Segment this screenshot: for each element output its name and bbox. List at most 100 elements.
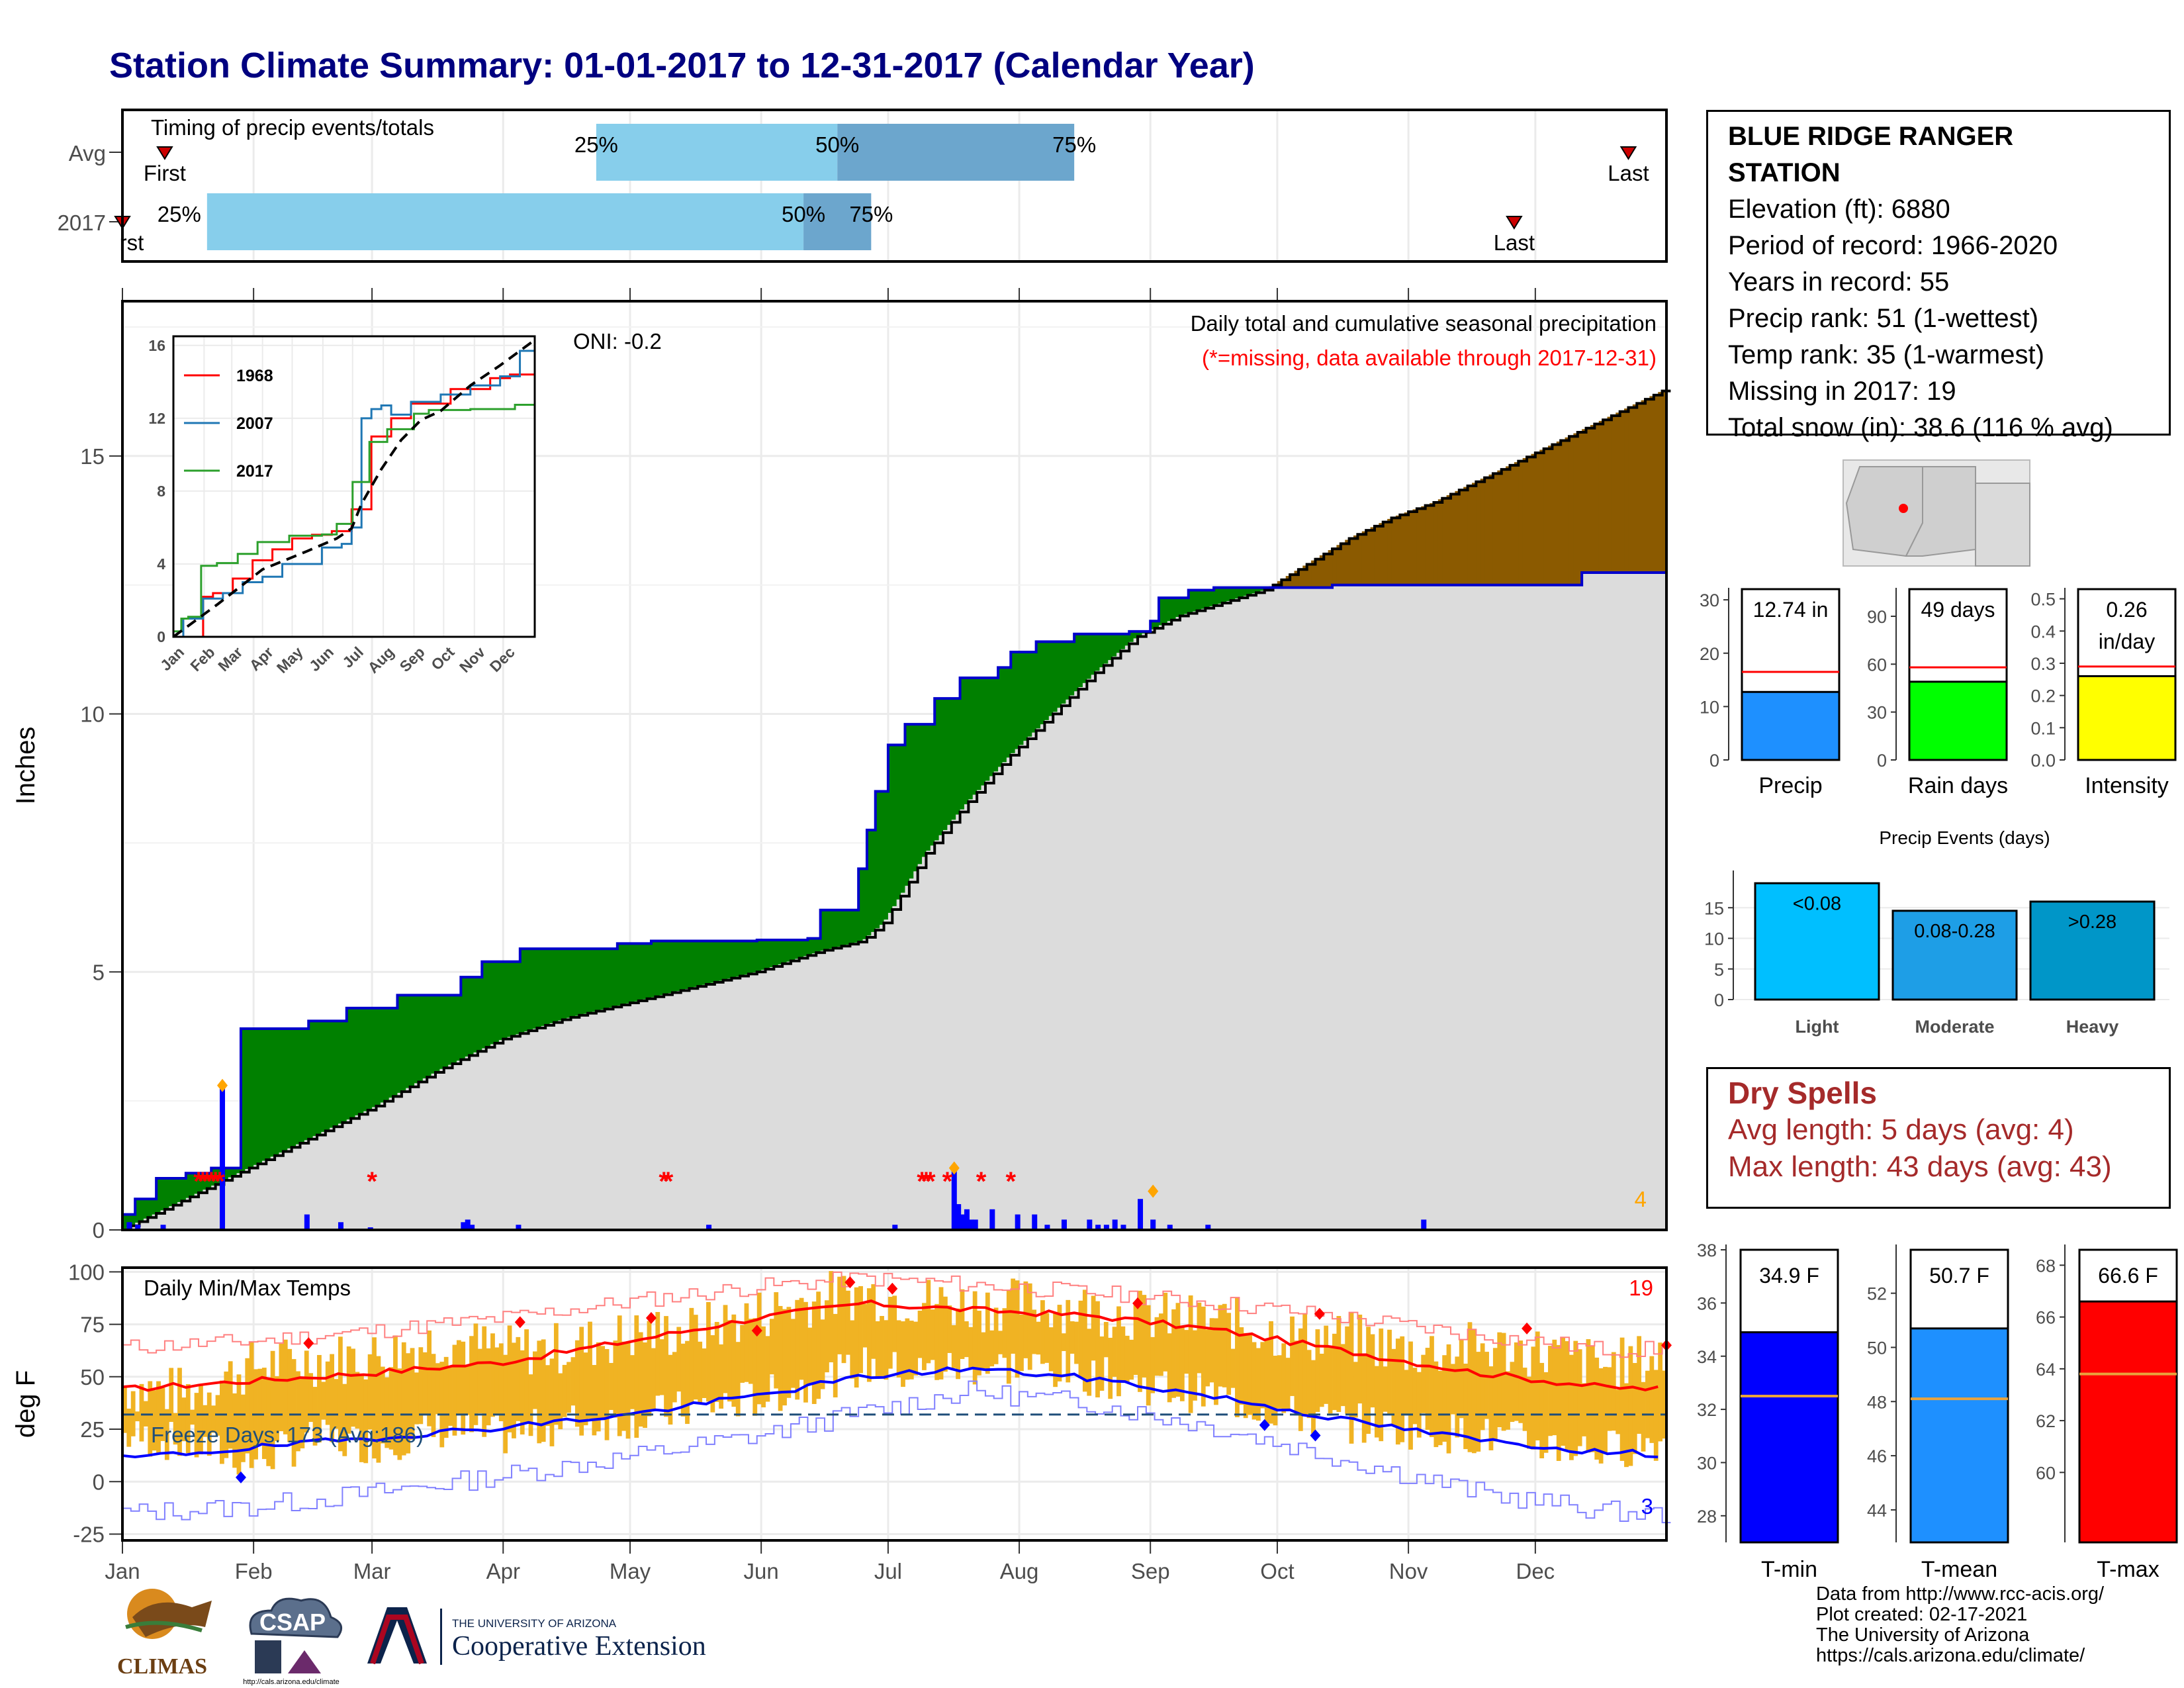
daily-temp-bar [934,1303,940,1380]
avg-cumulative-area [761,970,766,1230]
avg-cumulative-area [625,1003,631,1230]
daily-temp-bar [1285,1358,1291,1411]
temp-bar-value [1909,1327,2009,1544]
inset-y-tick-label: 0 [157,628,165,645]
daily-temp-bar [604,1348,610,1440]
avg-cumulative-area [829,949,834,1230]
avg-cumulative-area [1649,572,1655,1230]
above-average-area [385,1008,390,1100]
avg-cumulative-area [1040,724,1046,1230]
daily-temp-bar [317,1354,322,1443]
avg-cumulative-area [901,892,906,1230]
above-average-area [592,949,597,1012]
daily-temp-bar [275,1376,279,1441]
daily-temp-bar [1480,1343,1485,1430]
above-average-area [152,1199,157,1215]
event-bar [1754,882,1880,1001]
daily-temp-bar [545,1365,550,1427]
x-tick-label: Jun [744,1559,779,1583]
avg-cumulative-area [1662,572,1667,1230]
above-average-area [253,1029,259,1165]
avg-cumulative-area [1379,585,1384,1230]
above-average-area [558,949,563,1021]
daily-temp-bar [825,1300,829,1373]
avg-cumulative-area [1214,604,1219,1230]
below-average-area [1561,439,1566,585]
avg-cumulative-area [194,1194,199,1230]
daily-temp-bar [1226,1313,1232,1395]
avg-cumulative-area [452,1062,457,1230]
avg-cumulative-area [1019,745,1024,1230]
daily-temp-bar [126,1408,132,1447]
daily-temp-bar [972,1291,978,1385]
avg-cumulative-area [1154,627,1160,1230]
avg-cumulative-area [719,980,724,1230]
above-average-area [541,949,546,1026]
avg-cumulative-area [224,1179,229,1230]
avg-cumulative-area [998,767,1003,1230]
above-average-area [1230,587,1236,600]
y-tick-label: 32 [1697,1400,1717,1420]
svg-text:THE UNIVERSITY OF ARIZONA: THE UNIVERSITY OF ARIZONA [452,1617,617,1630]
daily-temp-bar [723,1305,728,1393]
daily-temp-bar [1565,1341,1570,1450]
avg-cumulative-area [279,1152,284,1230]
daily-temp-bar [892,1295,897,1352]
daily-temp-bar [338,1336,343,1452]
above-average-area [647,943,652,999]
daily-temp-bar [351,1348,355,1427]
avg-cumulative-area [1459,585,1464,1230]
avg-cumulative-area [634,1001,639,1230]
oni-value: ONI: -0.2 [573,329,662,353]
avg-cumulative-area [710,982,715,1230]
above-average-area [148,1199,153,1217]
record-high-marker-icon [844,1276,856,1289]
above-average-area [452,995,457,1063]
above-average-area [731,941,737,978]
record-high-marker-icon [1522,1322,1533,1335]
credit-line: The University of Arizona [1816,1624,2030,1646]
avg-cumulative-area [537,1027,542,1230]
below-average-area [1395,515,1400,585]
avg-cumulative-area [943,829,948,1230]
daily-temp-bar [1315,1329,1320,1412]
avg-cumulative-area [854,942,859,1230]
below-average-area [1548,445,1553,585]
above-average-area [668,941,673,994]
record-min-line [122,1380,1671,1524]
daily-precip-bar [1150,1219,1156,1230]
daily-precip-bar [964,1209,970,1230]
avg-cumulative-area [1527,585,1532,1230]
above-average-area [710,941,715,983]
above-average-area [1138,631,1143,636]
avg-cumulative-area [1175,617,1181,1230]
temp-bar-tmin: 28 30 32 34 36 38 34.9 F T-min [1697,1241,1839,1582]
daily-temp-bar [1184,1330,1189,1374]
above-average-area [1133,631,1138,639]
avg-cumulative-area [177,1201,183,1230]
avg-cumulative-area [486,1046,491,1230]
below-average-area [1510,464,1515,585]
daily-temp-bar [1556,1344,1561,1461]
above-average-area [224,1168,229,1180]
y-tick-label: 50 [80,1365,105,1389]
below-average-area [1332,547,1338,585]
avg-cumulative-area [503,1038,508,1230]
below-average-area [1366,529,1371,585]
avg-cumulative-area [1455,585,1460,1230]
avg-cumulative-area [1653,572,1659,1230]
above-average-area [482,961,487,1049]
record-low-marker-icon [1259,1419,1270,1431]
below-average-area [1615,412,1621,573]
below-average-area [1552,444,1557,585]
above-average-area [579,949,584,1015]
daily-temp-bar [752,1318,758,1416]
avg-cumulative-area [1565,585,1570,1230]
daily-temp-bar [169,1368,174,1423]
daily-temp-bar [1370,1334,1375,1408]
record-high-marker-icon [514,1316,525,1329]
above-average-area [261,1029,267,1161]
daily-temp-bar [1142,1295,1147,1378]
daily-temp-bar [312,1387,318,1446]
avg-cumulative-area [1598,572,1604,1230]
